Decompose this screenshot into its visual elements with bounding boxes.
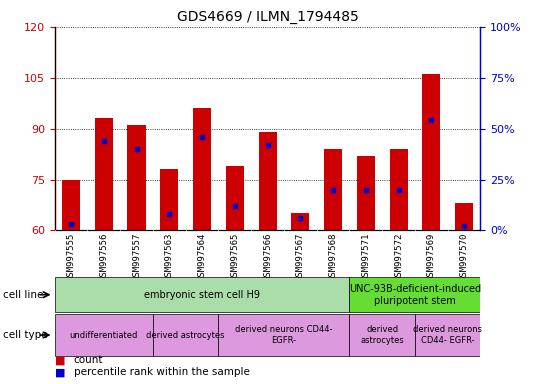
Text: ■: ■ [55,367,65,377]
Bar [324,149,342,230]
Point [263,142,272,148]
Title: GDS4669 / ILMN_1794485: GDS4669 / ILMN_1794485 [177,10,358,25]
Point [99,138,108,144]
Bar [455,203,473,230]
Bar [259,132,276,230]
Point [394,187,403,193]
Bar [415,314,480,356]
Text: GSM997565: GSM997565 [230,233,239,281]
Bar [55,277,349,312]
Text: GSM997556: GSM997556 [99,233,108,281]
Bar [55,314,153,356]
Point [296,215,305,221]
Text: GSM997566: GSM997566 [263,233,272,281]
Text: derived astrocytes: derived astrocytes [146,331,225,339]
Text: GSM997564: GSM997564 [198,233,206,281]
Bar [161,169,178,230]
Text: percentile rank within the sample: percentile rank within the sample [74,367,250,377]
Point [230,203,239,209]
Bar [423,74,440,230]
Text: cell type: cell type [3,330,48,340]
Text: cell line: cell line [3,290,43,300]
Bar [62,180,80,230]
Text: count: count [74,355,103,365]
Bar [193,108,211,230]
Text: GSM997572: GSM997572 [394,233,403,281]
Text: ■: ■ [55,355,65,365]
Text: derived
astrocytes: derived astrocytes [360,325,404,345]
Text: derived neurons
CD44- EGFR-: derived neurons CD44- EGFR- [413,325,482,345]
Text: GSM997563: GSM997563 [165,233,174,281]
Bar [357,156,375,230]
Text: GSM997571: GSM997571 [361,233,370,281]
Bar [389,149,407,230]
Text: GSM997568: GSM997568 [329,233,337,281]
Bar [349,277,480,312]
Point [67,221,75,227]
Bar [128,125,145,230]
Bar [349,314,415,356]
Point [460,223,468,229]
Bar [153,314,218,356]
Bar [218,314,349,356]
Bar [225,166,244,230]
Text: GSM997567: GSM997567 [296,233,305,281]
Bar [292,214,309,230]
Text: embryonic stem cell H9: embryonic stem cell H9 [144,290,260,300]
Point [198,134,206,140]
Point [329,187,337,193]
Bar [95,118,112,230]
Text: UNC-93B-deficient-induced
pluripotent stem: UNC-93B-deficient-induced pluripotent st… [349,284,481,306]
Point [427,118,436,124]
Text: GSM997557: GSM997557 [132,233,141,281]
Point [132,146,141,152]
Text: undifferentiated: undifferentiated [69,331,138,339]
Text: GSM997570: GSM997570 [460,233,468,281]
Text: derived neurons CD44-
EGFR-: derived neurons CD44- EGFR- [235,325,333,345]
Text: GSM997569: GSM997569 [427,233,436,281]
Point [361,187,370,193]
Text: GSM997555: GSM997555 [67,233,75,281]
Point [165,211,174,217]
